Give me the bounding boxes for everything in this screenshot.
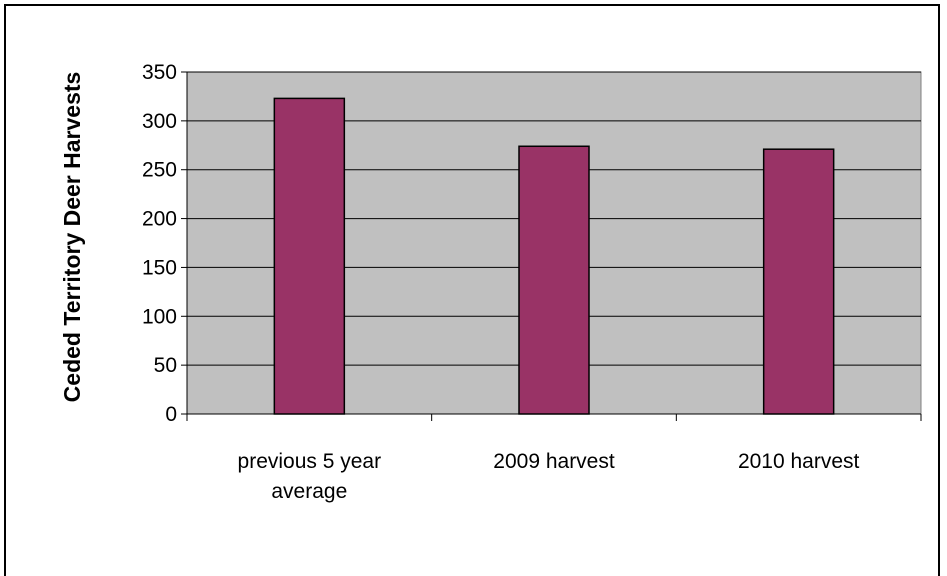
y-tick-labels: 0 50 100 150 200 250 300 350	[142, 61, 177, 426]
y-tick-label: 200	[142, 208, 177, 231]
x-category-label: 2010 harvest	[738, 450, 860, 473]
bars	[273, 97, 835, 415]
y-tick-label: 100	[142, 305, 177, 328]
bar	[762, 148, 835, 415]
y-tick-label: 0	[165, 403, 177, 426]
bar	[273, 97, 346, 415]
axes	[181, 71, 922, 421]
y-tick-label: 50	[154, 354, 177, 377]
x-category-label: 2009 harvest	[493, 450, 615, 473]
x-category-labels: previous 5 year average 2009 harvest 2010 h…	[238, 450, 860, 503]
y-axis-title: Ceded Territory Deer Harvests	[59, 72, 85, 403]
x-category-label: previous 5 year average	[238, 450, 382, 503]
y-tick-label: 300	[142, 110, 177, 133]
y-tick-label: 250	[142, 159, 177, 182]
bar	[518, 145, 590, 415]
y-tick-label: 350	[142, 61, 177, 84]
y-tick-label: 150	[142, 256, 177, 279]
